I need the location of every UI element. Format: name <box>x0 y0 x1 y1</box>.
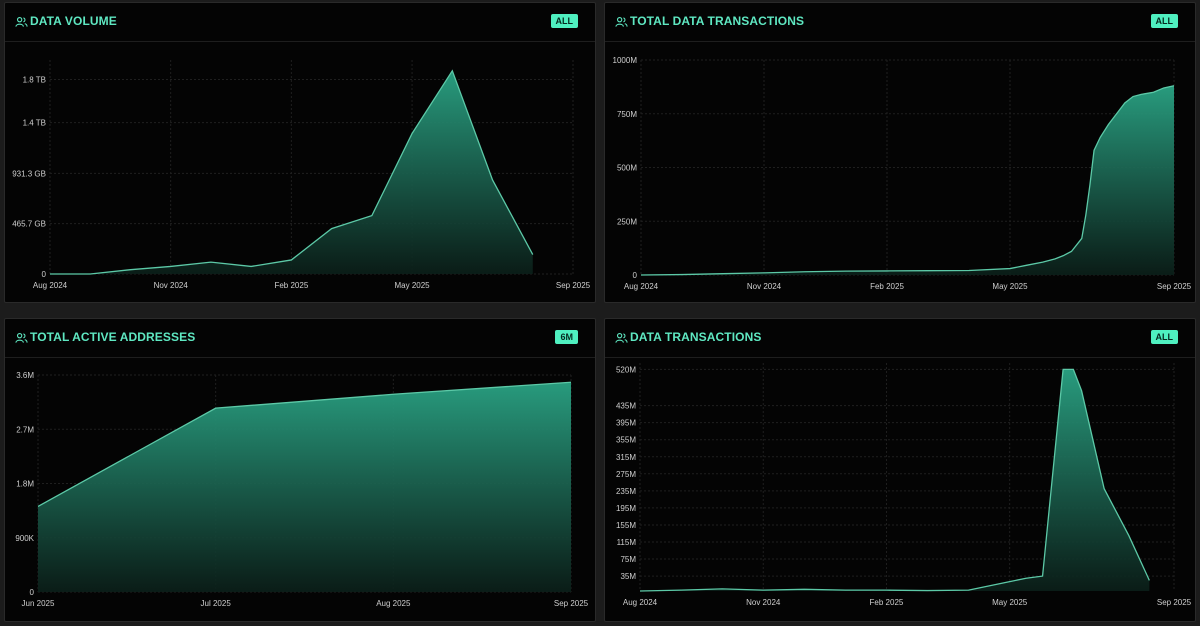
x-tick-label: Feb 2025 <box>274 281 308 290</box>
y-tick-label: 75M <box>620 555 636 564</box>
y-tick-label: 500M <box>617 164 637 173</box>
series-area <box>640 369 1150 591</box>
x-tick-label: Aug 2024 <box>33 281 68 290</box>
x-tick-label: Sep 2025 <box>1157 282 1192 291</box>
y-tick-label: 0 <box>30 588 35 597</box>
y-tick-label: 900K <box>15 534 34 543</box>
panel-title: DATA TRANSACTIONS <box>630 330 762 344</box>
y-tick-label: 395M <box>616 419 636 428</box>
y-tick-label: 520M <box>616 365 636 374</box>
x-tick-label: Aug 2024 <box>624 282 659 291</box>
panel-title: DATA VOLUME <box>30 14 117 28</box>
y-tick-label: 2.7M <box>16 425 34 434</box>
y-tick-label: 931.3 GB <box>12 169 46 178</box>
x-tick-label: Aug 2024 <box>623 598 658 607</box>
x-tick-label: Sep 2025 <box>554 599 589 608</box>
x-tick-label: Feb 2025 <box>870 598 904 607</box>
y-tick-label: 195M <box>616 504 636 513</box>
series-line <box>37 381 572 507</box>
y-tick-label: 35M <box>620 572 636 581</box>
y-tick-label: 275M <box>616 470 636 479</box>
x-tick-label: Sep 2025 <box>556 281 591 290</box>
panel-header: TOTAL DATA TRANSACTIONS ALL <box>605 3 1195 42</box>
series-area <box>50 70 533 275</box>
y-tick-label: 315M <box>616 453 636 462</box>
series-line <box>640 85 1175 276</box>
y-tick-label: 250M <box>617 217 637 226</box>
y-tick-label: 0 <box>633 271 638 280</box>
data-transactions-chart: 35M 75M 115M 155M 195M 235M 275M 315M 355M 395M 43… <box>616 363 1192 607</box>
y-tick-label: 465.7 GB <box>12 220 46 229</box>
y-tick-label: 1.4 TB <box>23 119 46 128</box>
users-icon <box>615 332 628 343</box>
y-tick-label: 0 <box>42 270 47 279</box>
x-tick-label: Aug 2025 <box>376 599 411 608</box>
y-tick-label: 115M <box>617 538 637 547</box>
range-all-button[interactable]: ALL <box>1150 330 1178 344</box>
panel-title: TOTAL DATA TRANSACTIONS <box>630 14 805 28</box>
users-icon <box>15 16 28 27</box>
panel-header: DATA VOLUME ALL <box>5 3 595 42</box>
y-tick-label: 3.6M <box>16 371 34 380</box>
x-tick-label: Nov 2024 <box>747 282 782 291</box>
series-area <box>641 85 1174 275</box>
x-tick-label: May 2025 <box>992 282 1028 291</box>
total-active-addresses-panel: TOTAL ACTIVE ADDRESSES 6M 0 900K 1.8M 2.7M 3… <box>4 318 596 622</box>
users-icon <box>615 16 628 27</box>
range-6m-button[interactable]: 6M <box>555 330 578 344</box>
y-tick-label: 1.8 TB <box>23 75 46 84</box>
x-tick-label: Jun 2025 <box>22 599 55 608</box>
data-volume-chart: 0 465.7 GB 931.3 GB 1.4 TB 1.8 TB Aug 2024 Nov… <box>12 60 591 290</box>
panel-header: DATA TRANSACTIONS ALL <box>605 319 1195 358</box>
total-data-transactions-panel: TOTAL DATA TRANSACTIONS ALL 0 250M 500M 750… <box>604 2 1196 303</box>
panel-header: TOTAL ACTIVE ADDRESSES 6M <box>5 319 595 358</box>
x-tick-label: May 2025 <box>992 598 1028 607</box>
y-tick-label: 355M <box>616 436 636 445</box>
y-tick-label: 1000M <box>613 56 638 65</box>
range-all-button[interactable]: ALL <box>550 14 578 28</box>
range-all-button[interactable]: ALL <box>1150 14 1178 28</box>
x-tick-label: Nov 2024 <box>746 598 781 607</box>
y-tick-label: 155M <box>616 521 636 530</box>
y-tick-label: 750M <box>617 110 637 119</box>
series-area <box>38 382 571 592</box>
data-transactions-panel: DATA TRANSACTIONS ALL 35M 75M 115M 155M 195M… <box>604 318 1196 622</box>
x-tick-label: Jul 2025 <box>201 599 232 608</box>
y-tick-label: 235M <box>616 487 636 496</box>
y-tick-label: 435M <box>616 402 636 411</box>
users-icon <box>15 332 28 343</box>
x-tick-label: Feb 2025 <box>870 282 904 291</box>
panel-title: TOTAL ACTIVE ADDRESSES <box>30 330 196 344</box>
series-line <box>639 368 1150 592</box>
y-tick-label: 1.8M <box>16 480 34 489</box>
x-tick-label: May 2025 <box>395 281 431 290</box>
x-tick-label: Nov 2024 <box>154 281 189 290</box>
total-active-addresses-chart: 0 900K 1.8M 2.7M 3.6M Jun 2025 Jul 2025 Aug 202… <box>15 371 589 608</box>
x-tick-label: Sep 2025 <box>1157 598 1192 607</box>
total-data-transactions-chart: 0 250M 500M 750M 1000M Aug 2024 Nov 2024 Feb 20… <box>613 56 1192 291</box>
data-volume-panel: DATA VOLUME ALL 0 465.7 GB 931.3 GB 1.4 TB 1… <box>4 2 596 303</box>
